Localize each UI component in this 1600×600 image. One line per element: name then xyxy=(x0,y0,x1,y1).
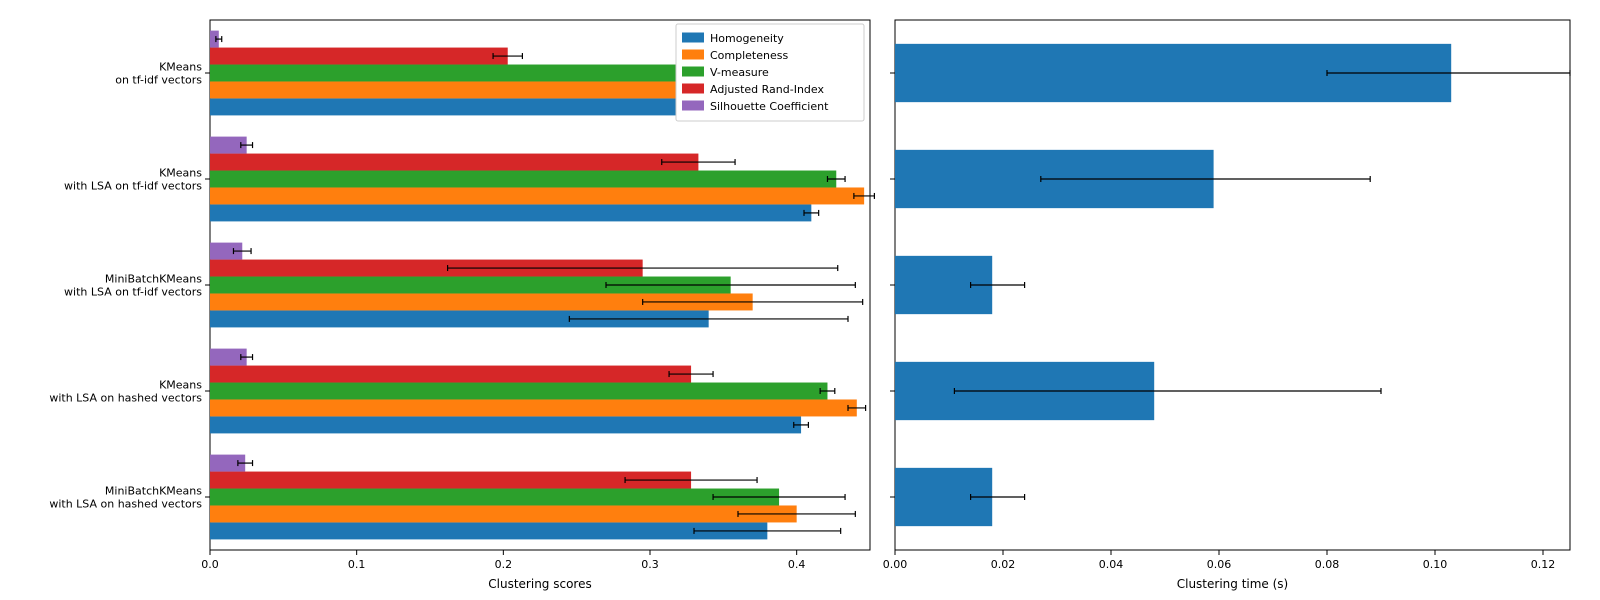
svg-text:0.2: 0.2 xyxy=(495,558,513,571)
category-label: with LSA on tf-idf vectors xyxy=(64,180,202,193)
legend-swatch xyxy=(682,84,704,94)
svg-text:0.02: 0.02 xyxy=(991,558,1016,571)
right-xlabel: Clustering time (s) xyxy=(1177,577,1289,591)
category-label: with LSA on hashed vectors xyxy=(49,392,202,405)
category-label: MiniBatchKMeans xyxy=(105,273,202,286)
bar xyxy=(210,366,691,383)
svg-text:0.10: 0.10 xyxy=(1423,558,1448,571)
legend-label: Completeness xyxy=(710,49,788,62)
bar xyxy=(210,204,811,221)
svg-text:0.4: 0.4 xyxy=(788,558,806,571)
bar xyxy=(210,399,857,416)
bar xyxy=(210,472,691,489)
svg-text:0.00: 0.00 xyxy=(883,558,908,571)
category-label: KMeans xyxy=(159,379,202,392)
legend-label: Homogeneity xyxy=(710,32,784,45)
legend-swatch xyxy=(682,33,704,43)
bar xyxy=(210,383,827,400)
category-label: MiniBatchKMeans xyxy=(105,485,202,498)
bar xyxy=(210,489,779,506)
bar xyxy=(210,48,508,65)
category-label: KMeans xyxy=(159,167,202,180)
category-label: with LSA on hashed vectors xyxy=(49,498,202,511)
bar xyxy=(210,416,801,433)
bar xyxy=(210,522,767,539)
legend-label: Silhouette Coefficient xyxy=(710,100,829,113)
svg-text:0.0: 0.0 xyxy=(201,558,219,571)
left-xlabel: Clustering scores xyxy=(488,577,591,591)
legend-swatch xyxy=(682,50,704,60)
category-label: KMeans xyxy=(159,61,202,74)
bar xyxy=(210,154,698,171)
legend-swatch xyxy=(682,67,704,77)
bar xyxy=(210,505,797,522)
svg-text:0.08: 0.08 xyxy=(1315,558,1340,571)
svg-text:0.12: 0.12 xyxy=(1531,558,1556,571)
svg-text:0.04: 0.04 xyxy=(1099,558,1124,571)
legend-swatch xyxy=(682,101,704,111)
legend-label: Adjusted Rand-Index xyxy=(710,83,824,96)
figure-svg: 0.00.10.20.30.4Clustering scoresKMeanson… xyxy=(0,0,1600,600)
right-chart: 0.00 0.02 0.04 0.06 0.08 0.10 0.12 Clustering t… xyxy=(883,20,1570,591)
legend-label: V-measure xyxy=(710,66,769,79)
legend: Homogeneity Completeness V-measure Adjusted… xyxy=(676,24,864,121)
bar xyxy=(210,187,864,204)
figure-container: 0.00.10.20.30.4Clustering scoresKMeanson… xyxy=(0,0,1600,600)
bar xyxy=(210,171,836,188)
category-label: on tf-idf vectors xyxy=(115,74,202,87)
svg-text:0.06: 0.06 xyxy=(1207,558,1232,571)
svg-text:0.1: 0.1 xyxy=(348,558,366,571)
left-chart: 0.00.10.20.30.4Clustering scoresKMeanson… xyxy=(49,20,874,591)
svg-text:0.3: 0.3 xyxy=(641,558,659,571)
category-label: with LSA on tf-idf vectors xyxy=(64,286,202,299)
